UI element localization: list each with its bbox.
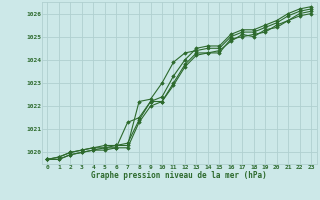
X-axis label: Graphe pression niveau de la mer (hPa): Graphe pression niveau de la mer (hPa) [91,171,267,180]
